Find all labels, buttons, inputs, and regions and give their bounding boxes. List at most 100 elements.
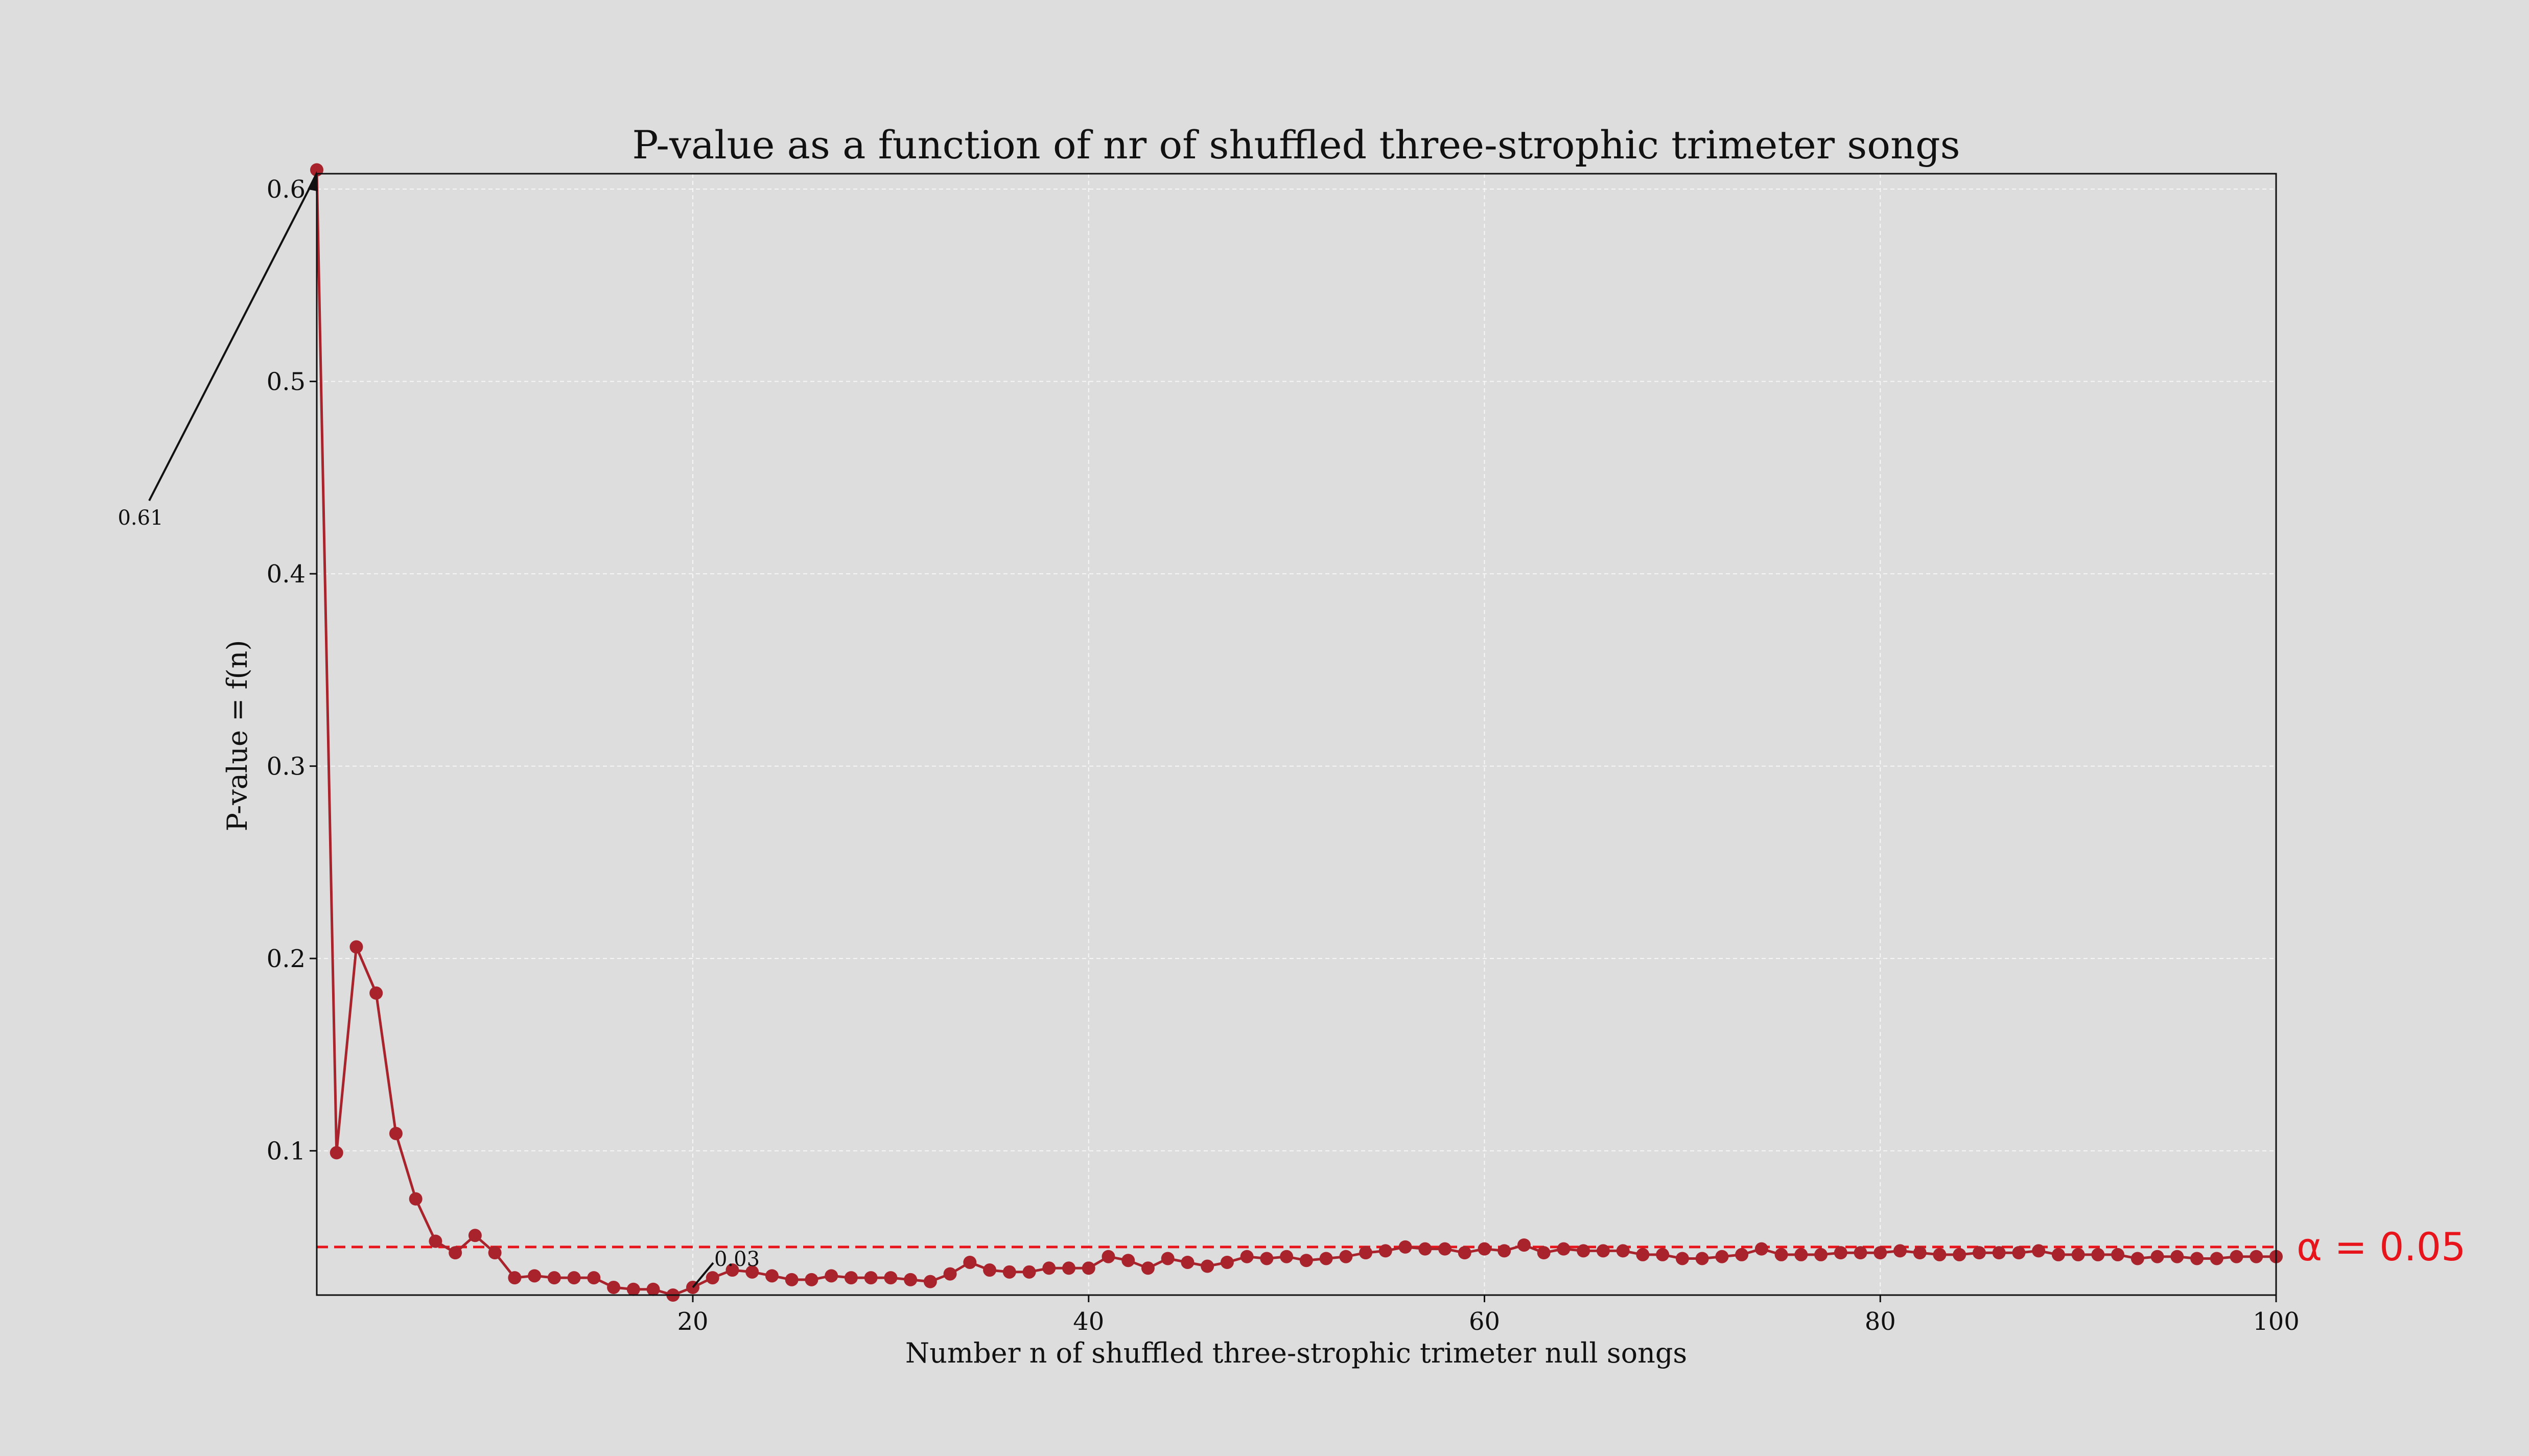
y-tick-label: 0.6	[267, 175, 306, 204]
alpha-threshold-label: α = 0.05	[2297, 1224, 2466, 1270]
data-point	[646, 1282, 660, 1296]
data-point	[1992, 1246, 2006, 1260]
data-point	[785, 1273, 799, 1286]
x-tick-label: 20	[677, 1307, 708, 1336]
data-point	[904, 1273, 918, 1286]
x-tick-label: 40	[1073, 1307, 1104, 1336]
data-point	[844, 1271, 858, 1285]
data-point	[330, 1146, 343, 1160]
data-point	[508, 1271, 522, 1285]
data-point	[1893, 1244, 1907, 1258]
y-tick-label: 0.3	[267, 753, 306, 781]
data-point	[429, 1234, 442, 1248]
data-point	[2210, 1252, 2223, 1265]
annotation-label-max: 0.61	[118, 506, 163, 530]
data-point	[1735, 1248, 1749, 1261]
data-point	[468, 1229, 482, 1242]
data-point	[1972, 1246, 1986, 1260]
data-point	[1596, 1244, 1610, 1258]
data-point	[1299, 1254, 1313, 1267]
data-point	[587, 1271, 601, 1285]
data-point	[1082, 1261, 1095, 1275]
data-point	[1240, 1250, 1254, 1263]
data-point	[1933, 1248, 1947, 1261]
x-tick-label: 80	[1865, 1307, 1896, 1336]
data-point	[1002, 1265, 1016, 1279]
data-point	[1913, 1246, 1927, 1260]
data-point	[706, 1271, 719, 1285]
data-point	[923, 1275, 937, 1288]
data-point	[1794, 1248, 1808, 1261]
data-point	[449, 1246, 462, 1260]
x-tick-label: 60	[1469, 1307, 1500, 1336]
data-point	[1220, 1255, 1234, 1269]
y-tick-label: 0.4	[267, 560, 306, 589]
data-point	[1062, 1261, 1076, 1275]
data-point	[1161, 1252, 1175, 1265]
data-point	[745, 1265, 759, 1279]
grid-lines	[317, 174, 2277, 1295]
data-point	[1359, 1246, 1373, 1260]
data-point	[1181, 1255, 1195, 1269]
data-point	[1398, 1240, 1412, 1254]
data-point	[1280, 1250, 1294, 1263]
data-point	[389, 1126, 403, 1140]
data-point	[607, 1280, 621, 1294]
data-point	[1260, 1252, 1274, 1265]
data-point	[1854, 1246, 1867, 1260]
data-point	[1141, 1261, 1155, 1275]
annotation-label-min: 0.03	[714, 1248, 760, 1271]
data-point	[1497, 1244, 1511, 1258]
data-point	[2170, 1250, 2184, 1263]
series-line	[315, 170, 2276, 1297]
data-point	[1517, 1238, 1531, 1252]
data-point	[528, 1269, 542, 1283]
data-point	[2032, 1244, 2046, 1258]
series-layer	[310, 163, 2283, 1302]
data-point	[2150, 1250, 2164, 1263]
data-point	[626, 1282, 640, 1296]
annotation-layer: 0.61 0.03	[118, 171, 760, 1288]
data-point	[1458, 1246, 1471, 1260]
data-point	[1774, 1248, 1788, 1261]
data-point	[2071, 1248, 2085, 1261]
data-point	[2250, 1250, 2263, 1263]
data-point	[1478, 1242, 1491, 1256]
data-point	[1636, 1248, 1650, 1261]
data-point	[2130, 1252, 2144, 1265]
data-point	[884, 1271, 898, 1285]
threshold-layer: α = 0.05	[317, 1224, 2466, 1270]
data-point	[1557, 1242, 1571, 1256]
annotation-arrowhead	[308, 171, 318, 192]
data-point	[1339, 1250, 1353, 1263]
y-axis-label: P-value = f(n)	[221, 640, 253, 832]
data-point	[1754, 1242, 1768, 1256]
data-point	[2012, 1246, 2026, 1260]
data-point	[1102, 1250, 1115, 1263]
data-point	[2230, 1250, 2243, 1263]
x-tick-label: 100	[2253, 1307, 2300, 1336]
data-point	[1537, 1246, 1551, 1260]
annotation-arrow	[148, 173, 318, 501]
chart-title: P-value as a function of nr of shuffled …	[632, 122, 1960, 168]
data-point	[825, 1269, 838, 1283]
data-point	[765, 1269, 779, 1283]
data-point	[1616, 1244, 1630, 1258]
data-point	[963, 1255, 977, 1269]
data-point	[725, 1263, 739, 1277]
plot-frame	[316, 173, 2277, 1296]
data-point	[805, 1273, 818, 1286]
data-point	[488, 1246, 502, 1260]
data-point	[2111, 1248, 2125, 1261]
data-point	[1438, 1242, 1452, 1256]
data-point	[369, 986, 383, 1000]
data-point	[1834, 1246, 1847, 1260]
data-point	[1022, 1265, 1036, 1279]
data-point	[1953, 1248, 1966, 1261]
data-point	[547, 1271, 561, 1285]
data-point	[1715, 1250, 1729, 1263]
axis-ticks: 20 40 60 80 100 0.1 0.2 0.3 0.4 0.5 0.6	[267, 175, 2300, 1336]
data-point	[409, 1192, 423, 1206]
data-point	[1121, 1254, 1135, 1267]
